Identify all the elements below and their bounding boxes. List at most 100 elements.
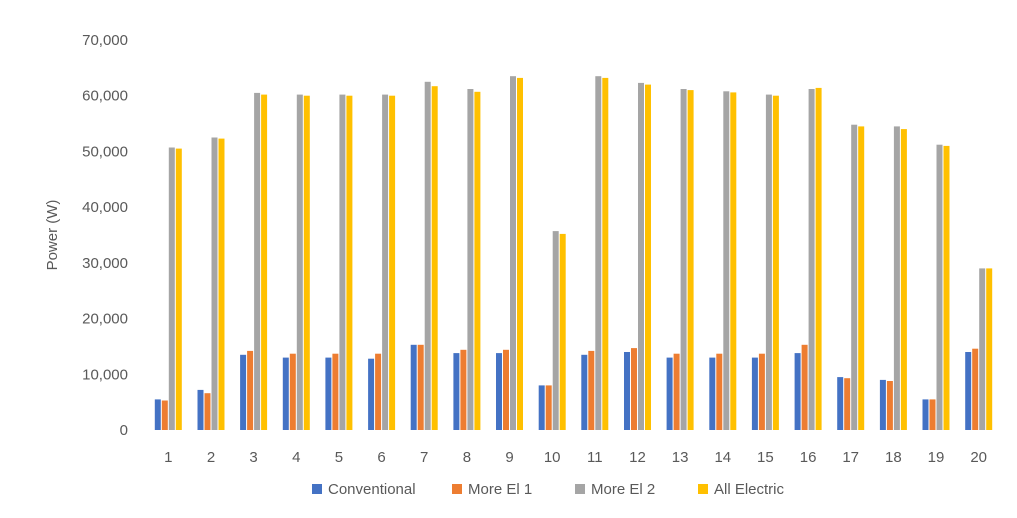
y-tick-label: 0 [120, 422, 128, 439]
bar-more-el-1-13 [673, 353, 680, 430]
bar-more-el-1-15 [758, 353, 765, 430]
bar-more-el-1-16 [801, 344, 808, 430]
bar-more-el-2-10 [552, 231, 559, 430]
bar-all-electric-7 [431, 86, 438, 430]
bar-all-electric-15 [772, 95, 779, 430]
legend-label: All Electric [714, 481, 785, 498]
bar-more-el-1-6 [375, 353, 382, 430]
y-tick-label: 70,000 [82, 32, 128, 49]
bar-more-el-2-16 [808, 89, 815, 430]
legend-item-more-el-2: More El 2 [575, 481, 655, 498]
bar-conventional-2 [197, 389, 204, 430]
bar-all-electric-13 [687, 90, 694, 430]
x-tick-label: 8 [463, 449, 471, 466]
x-tick-label: 2 [207, 449, 215, 466]
bar-all-electric-2 [218, 138, 225, 430]
bar-all-electric-18 [900, 129, 907, 430]
bar-conventional-9 [496, 353, 502, 430]
y-tick-label: 20,000 [82, 311, 128, 328]
x-tick-label: 6 [377, 449, 385, 466]
legend-item-all-electric: All Electric [698, 481, 785, 498]
bar-conventional-4 [282, 357, 289, 430]
bar-more-el-2-20 [979, 268, 986, 430]
y-tick-label: 10,000 [82, 366, 128, 383]
bar-more-el-2-2 [211, 137, 218, 430]
bar-more-el-2-18 [893, 126, 900, 431]
x-tick-label: 12 [629, 449, 646, 466]
legend-label: More El 1 [468, 481, 532, 498]
bar-more-el-2-5 [339, 94, 346, 430]
bar-more-el-1-19 [929, 399, 936, 430]
bar-all-electric-9 [517, 77, 523, 431]
bar-more-el-2-17 [851, 124, 858, 430]
bar-conventional-17 [837, 377, 844, 430]
x-tick-label: 10 [544, 449, 561, 466]
bar-more-el-1-20 [972, 348, 979, 430]
bar-conventional-14 [709, 357, 716, 430]
bar-all-electric-4 [303, 95, 310, 430]
x-tick-label: 1 [164, 449, 172, 466]
y-axis: 0 10,000 20,000 30,000 40,000 50,000 60,000 70,… [82, 32, 128, 439]
x-tick-label: 20 [970, 449, 987, 466]
bar-all-electric-3 [261, 94, 268, 430]
bar-more-el-2-15 [765, 94, 772, 430]
bar-more-el-1-1 [161, 400, 168, 430]
y-axis-label: Power (W) [44, 200, 61, 271]
bar-more-el-2-7 [424, 81, 431, 431]
bar-conventional-12 [624, 352, 630, 430]
x-tick-label: 18 [885, 449, 902, 466]
bar-more-el-1-18 [886, 381, 893, 430]
y-tick-label: 40,000 [82, 199, 128, 216]
x-tick-label: 3 [249, 449, 257, 466]
bar-more-el-2-11 [595, 76, 602, 430]
legend-label: Conventional [328, 481, 416, 498]
x-tick-label: 4 [292, 449, 300, 466]
y-tick-label: 60,000 [82, 88, 128, 105]
x-tick-label: 7 [420, 449, 428, 466]
bar-all-electric-19 [943, 145, 950, 430]
bar-more-el-2-8 [467, 89, 474, 430]
bar-all-electric-16 [815, 87, 822, 431]
bar-conventional-6 [368, 358, 375, 430]
y-tick-label: 30,000 [82, 255, 128, 272]
bar-all-electric-14 [730, 92, 737, 431]
legend-swatch [312, 484, 322, 494]
bar-conventional-1 [154, 399, 161, 430]
bar-all-electric-8 [474, 91, 481, 431]
bar-more-el-1-9 [503, 349, 509, 430]
bar-more-el-2-14 [723, 91, 730, 431]
x-tick-label: 9 [505, 449, 513, 466]
bar-conventional-7 [410, 344, 417, 430]
bar-more-el-1-12 [631, 348, 637, 430]
bar-conventional-10 [538, 385, 545, 430]
legend-label: More El 2 [591, 481, 655, 498]
bar-more-el-2-3 [254, 92, 261, 431]
bar-more-el-1-8 [460, 349, 467, 430]
legend-swatch [575, 484, 585, 494]
bar-more-el-1-11 [588, 350, 595, 430]
bar-conventional-11 [581, 354, 588, 430]
bar-conventional-20 [965, 352, 972, 430]
bar-more-el-2-1 [168, 147, 175, 430]
bar-more-el-2-9 [510, 76, 516, 430]
y-tick-label: 50,000 [82, 143, 128, 160]
bar-more-el-1-2 [204, 393, 211, 430]
bar-conventional-15 [751, 357, 758, 430]
bar-all-electric-6 [389, 95, 396, 430]
bar-more-el-2-19 [936, 144, 943, 430]
bar-more-el-1-17 [844, 378, 851, 430]
bar-all-electric-20 [986, 268, 993, 430]
x-axis: 1 2 3 4 5 6 7 8 9 10 11 12 13 14 15 16 17 18 19 20 [164, 449, 987, 466]
x-tick-label: 13 [672, 449, 689, 466]
x-tick-label: 16 [800, 449, 817, 466]
bar-more-el-2-12 [638, 82, 644, 431]
bars [154, 76, 993, 431]
x-tick-label: 5 [335, 449, 343, 466]
x-tick-label: 15 [757, 449, 774, 466]
bar-conventional-16 [794, 353, 801, 430]
bar-more-el-2-6 [382, 94, 389, 430]
legend-swatch [698, 484, 708, 494]
bar-conventional-3 [240, 354, 247, 430]
x-tick-label: 19 [928, 449, 945, 466]
